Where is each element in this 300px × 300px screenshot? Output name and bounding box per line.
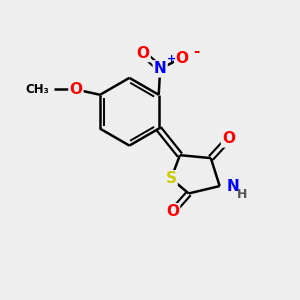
Text: N: N xyxy=(227,178,240,194)
Text: N: N xyxy=(154,61,167,76)
Text: S: S xyxy=(166,171,177,186)
Text: O: O xyxy=(166,204,179,219)
Text: O: O xyxy=(222,131,235,146)
Text: H: H xyxy=(237,188,247,201)
Text: -: - xyxy=(194,44,200,59)
Text: CH₃: CH₃ xyxy=(26,83,50,96)
Text: O: O xyxy=(136,46,150,61)
Text: O: O xyxy=(175,51,188,66)
Text: O: O xyxy=(69,82,82,97)
Text: +: + xyxy=(167,53,176,64)
